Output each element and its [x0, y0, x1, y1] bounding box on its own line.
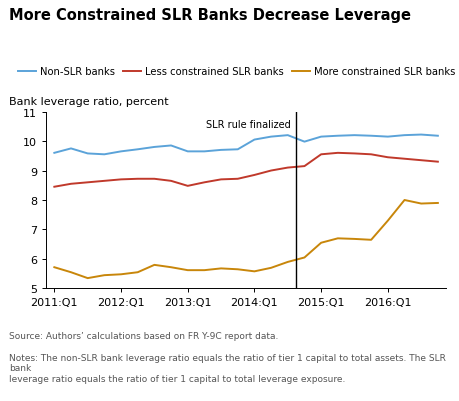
Text: Bank leverage ratio, percent: Bank leverage ratio, percent: [9, 96, 168, 106]
Text: Notes: The non-SLR bank leverage ratio equals the ratio of tier 1 capital to tot: Notes: The non-SLR bank leverage ratio e…: [9, 353, 445, 383]
Text: SLR rule finalized: SLR rule finalized: [206, 119, 291, 130]
Text: More Constrained SLR Banks Decrease Leverage: More Constrained SLR Banks Decrease Leve…: [9, 8, 410, 23]
Text: Source: Authors’ calculations based on FR Y-9C report data.: Source: Authors’ calculations based on F…: [9, 331, 278, 340]
Legend: Non-SLR banks, Less constrained SLR banks, More constrained SLR banks: Non-SLR banks, Less constrained SLR bank…: [14, 63, 459, 81]
